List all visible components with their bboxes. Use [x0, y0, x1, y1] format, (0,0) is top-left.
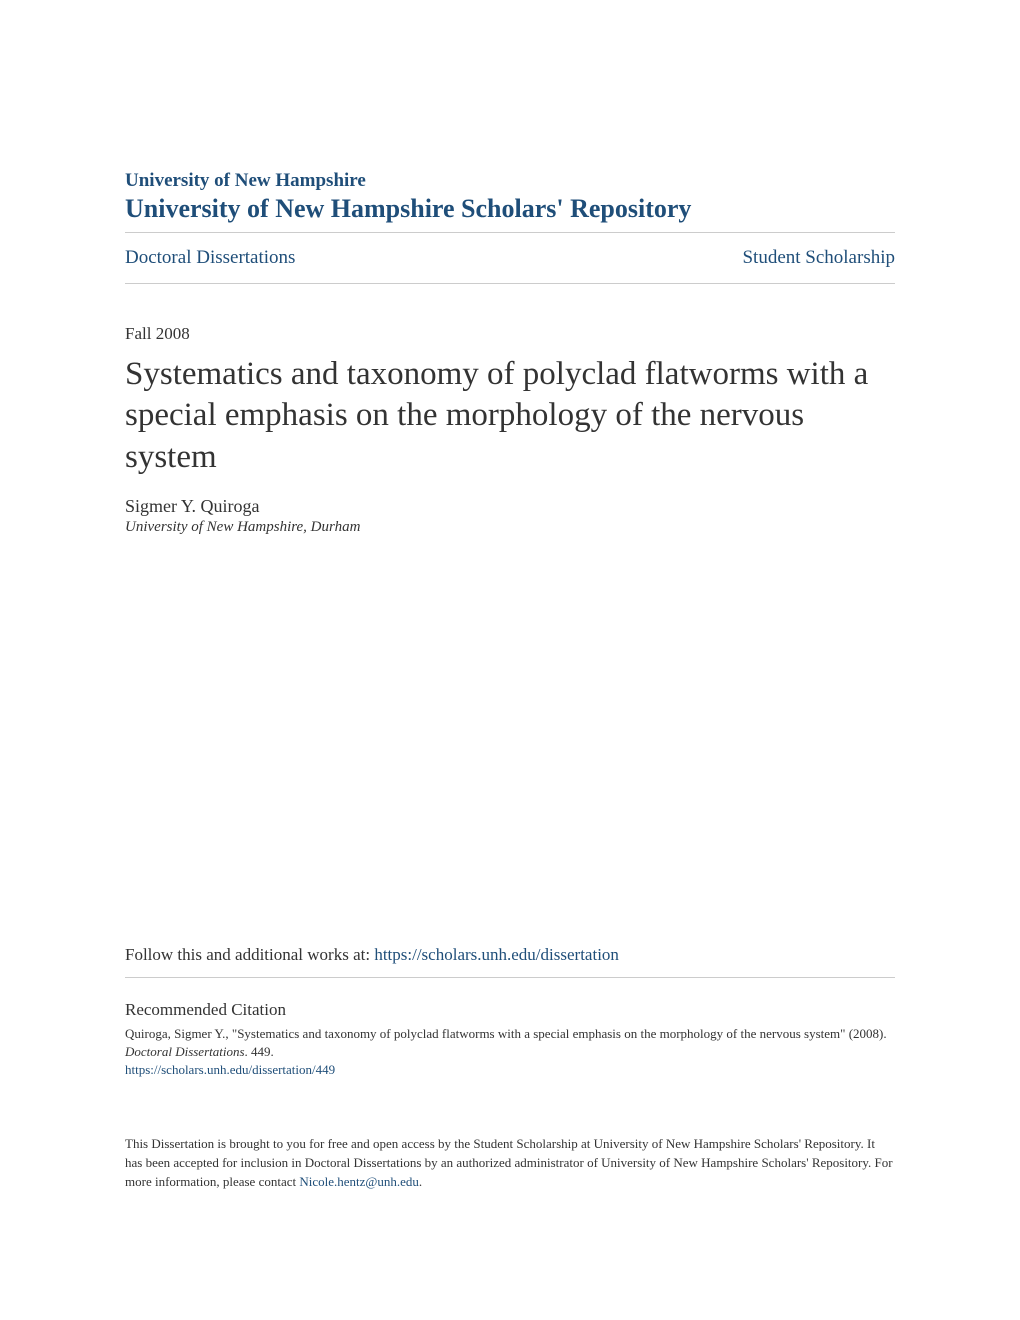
- footer-section: This Dissertation is brought to you for …: [125, 1135, 895, 1192]
- footer-text-main: This Dissertation is brought to you for …: [125, 1136, 893, 1189]
- footer-body: This Dissertation is brought to you for …: [125, 1135, 895, 1192]
- author-affiliation: University of New Hampshire, Durham: [125, 519, 895, 536]
- citation-text-italic: Doctoral Dissertations: [125, 1044, 245, 1059]
- breadcrumb-section: Doctoral Dissertations Student Scholarsh…: [125, 233, 895, 284]
- citation-body: Quiroga, Sigmer Y., "Systematics and tax…: [125, 1025, 895, 1080]
- footer-text-end: .: [419, 1174, 422, 1189]
- citation-text-part2: . 449.: [245, 1044, 274, 1059]
- breadcrumb-right-link[interactable]: Student Scholarship: [742, 247, 895, 269]
- page-container: University of New Hampshire University o…: [0, 0, 1020, 596]
- university-name: University of New Hampshire: [125, 170, 895, 192]
- citation-link[interactable]: https://scholars.unh.edu/dissertation/44…: [125, 1062, 335, 1077]
- citation-section: Recommended Citation Quiroga, Sigmer Y.,…: [125, 1000, 895, 1080]
- header-section: University of New Hampshire University o…: [125, 170, 895, 233]
- author-name: Sigmer Y. Quiroga: [125, 496, 895, 517]
- citation-heading: Recommended Citation: [125, 1000, 895, 1020]
- citation-text-part1: Quiroga, Sigmer Y., "Systematics and tax…: [125, 1026, 887, 1041]
- document-date: Fall 2008: [125, 324, 895, 344]
- follow-section: Follow this and additional works at: htt…: [125, 945, 895, 978]
- repository-name[interactable]: University of New Hampshire Scholars' Re…: [125, 194, 895, 224]
- footer-email-link[interactable]: Nicole.hentz@unh.edu: [299, 1174, 419, 1189]
- document-title: Systematics and taxonomy of polyclad fla…: [125, 354, 895, 478]
- follow-link[interactable]: https://scholars.unh.edu/dissertation: [374, 945, 619, 964]
- follow-prefix: Follow this and additional works at:: [125, 945, 374, 964]
- breadcrumb-left-link[interactable]: Doctoral Dissertations: [125, 247, 295, 269]
- document-metadata: Fall 2008 Systematics and taxonomy of po…: [125, 324, 895, 536]
